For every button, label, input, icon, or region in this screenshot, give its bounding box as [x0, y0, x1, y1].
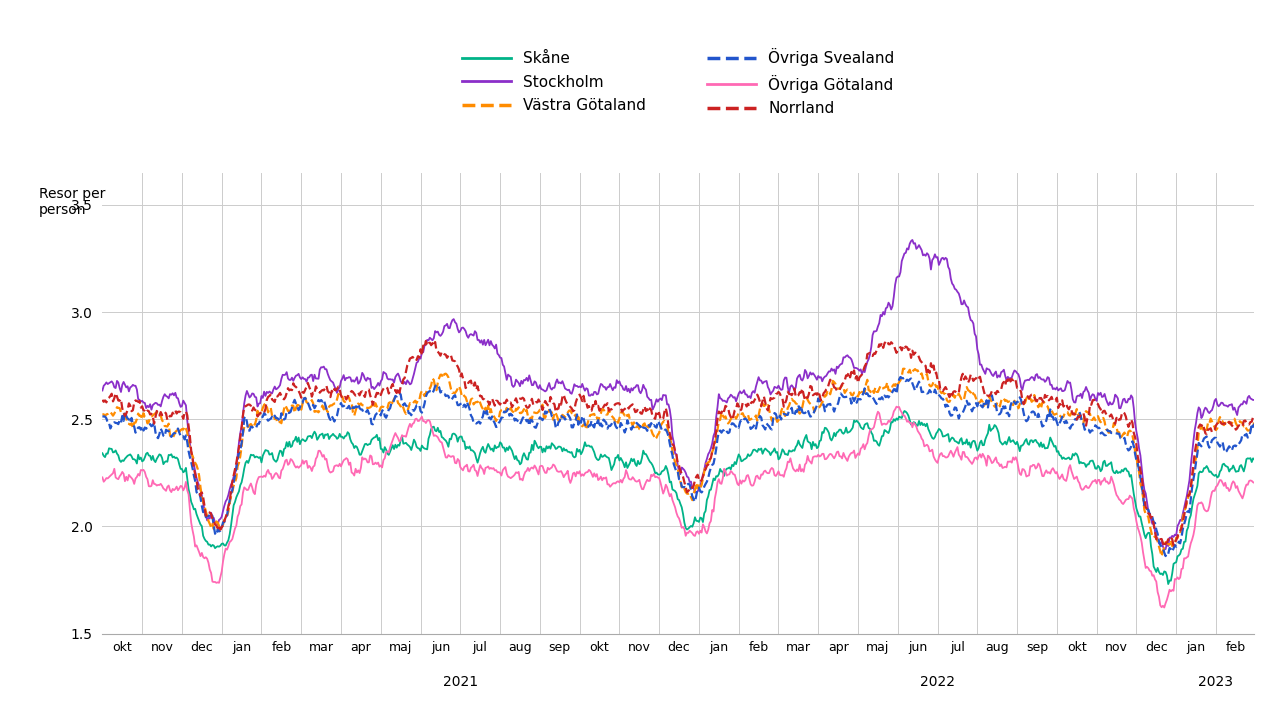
- Text: 2023: 2023: [1198, 675, 1233, 689]
- Text: Resor per
person: Resor per person: [40, 186, 105, 217]
- Legend: Skåne, Stockholm, Västra Götaland, Övriga Svealand, Övriga Götaland, Norrland: Skåne, Stockholm, Västra Götaland, Övrig…: [456, 42, 901, 122]
- Text: 2022: 2022: [920, 675, 955, 689]
- Text: 2021: 2021: [443, 675, 477, 689]
